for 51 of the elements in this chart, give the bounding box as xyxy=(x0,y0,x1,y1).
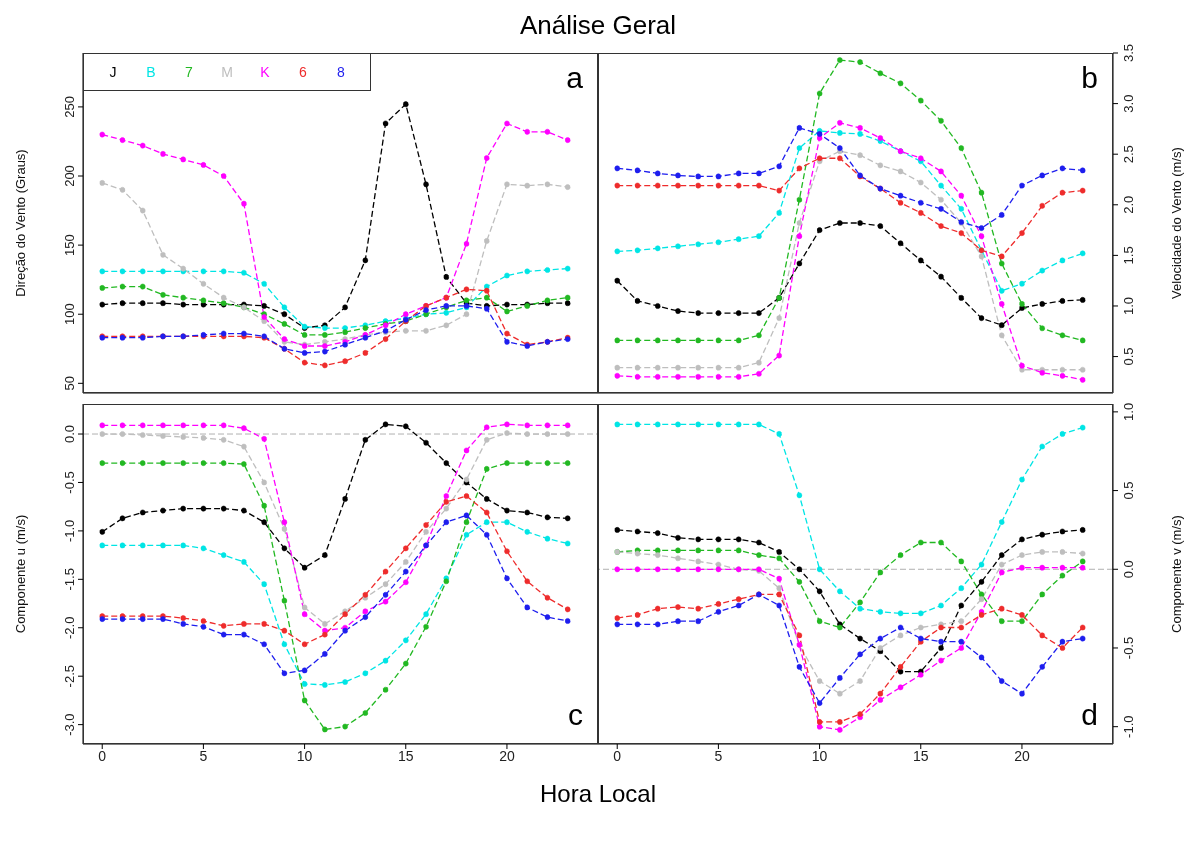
x-tick-label: 20 xyxy=(1014,747,1030,764)
y-tick-label: -0.5 xyxy=(62,471,77,494)
text: 7 xyxy=(184,64,194,80)
y2-tick-label: 2.5 xyxy=(1121,145,1136,164)
y-tick-label: 100 xyxy=(62,303,77,326)
y-tick-label: 50 xyxy=(62,376,77,391)
x-tick-label: 20 xyxy=(499,747,515,764)
y-tick-label: -2.0 xyxy=(62,616,77,639)
x-tick-label: 15 xyxy=(397,747,414,764)
text: K xyxy=(259,64,271,80)
text: M xyxy=(220,64,234,80)
y2-axis-title: Velocidade do Vento (m/s) xyxy=(1168,147,1184,299)
y2-tick-label: 0.5 xyxy=(1121,347,1136,366)
y-tick-label: -1.0 xyxy=(62,519,77,543)
annotation: d xyxy=(1080,698,1098,732)
y2-tick-label: 3.0 xyxy=(1121,94,1136,113)
y-tick-label: -2.5 xyxy=(62,664,77,688)
x-tick-label: 15 xyxy=(912,747,929,764)
y2-tick-label: 0.0 xyxy=(1121,560,1136,579)
y2-tick-label: 1.0 xyxy=(1121,402,1136,421)
y2-tick-label: -1.0 xyxy=(1121,715,1136,738)
y-tick-label: 200 xyxy=(62,165,77,187)
chart-title: Análise Geral xyxy=(518,10,678,41)
x-axis-title: Hora Local xyxy=(538,780,658,808)
x-tick-label: 5 xyxy=(199,747,208,764)
text: 6 xyxy=(298,64,308,80)
y-axis-title: Direção do Vento (Graus) xyxy=(12,149,28,297)
text: 8 xyxy=(336,64,346,80)
x-tick-label: 10 xyxy=(296,747,313,764)
y-tick-label: -1.5 xyxy=(62,568,77,591)
annotation: c xyxy=(567,698,583,732)
y2-tick-label: 1.5 xyxy=(1121,246,1136,265)
y2-axis-title: Componente v (m/s) xyxy=(1168,515,1184,633)
y2-tick-label: 1.0 xyxy=(1121,296,1136,316)
annotation: a xyxy=(565,61,583,95)
y-tick-label: 0.0 xyxy=(62,424,77,444)
x-tick-label: 0 xyxy=(98,747,107,764)
y-axis-title: Componente u (m/s) xyxy=(12,514,28,634)
x-tick-label: 5 xyxy=(714,747,723,764)
annotation: b xyxy=(1080,61,1098,95)
y-tick-label: -3.0 xyxy=(62,713,77,736)
text: J xyxy=(108,64,118,80)
y2-tick-label: 3.5 xyxy=(1121,43,1136,63)
x-tick-label: 10 xyxy=(811,747,828,764)
y2-tick-label: 0.5 xyxy=(1121,481,1136,500)
y-tick-label: 250 xyxy=(62,96,77,118)
x-tick-label: 0 xyxy=(613,747,622,764)
y-tick-label: 150 xyxy=(62,234,77,256)
text: B xyxy=(145,64,157,80)
y2-tick-label: -0.5 xyxy=(1121,636,1136,660)
y2-tick-label: 2.0 xyxy=(1121,195,1136,214)
